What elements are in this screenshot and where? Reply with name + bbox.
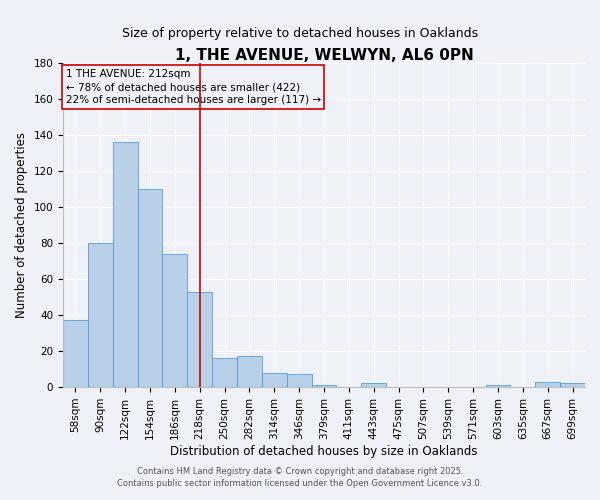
Title: 1, THE AVENUE, WELWYN, AL6 0PN: 1, THE AVENUE, WELWYN, AL6 0PN (175, 48, 473, 62)
Bar (535, 382, 560, 387)
Bar (187, 292, 212, 387)
Bar (287, 374, 311, 387)
Bar (361, 384, 386, 387)
Bar (163, 254, 187, 387)
Text: Contains HM Land Registry data © Crown copyright and database right 2025.
Contai: Contains HM Land Registry data © Crown c… (118, 466, 482, 487)
Bar (88, 243, 113, 387)
Text: 1 THE AVENUE: 212sqm
← 78% of detached houses are smaller (422)
22% of semi-deta: 1 THE AVENUE: 212sqm ← 78% of detached h… (65, 69, 321, 106)
Bar (560, 384, 585, 387)
Text: Size of property relative to detached houses in Oaklands: Size of property relative to detached ho… (122, 28, 478, 40)
Bar (63, 320, 88, 387)
X-axis label: Distribution of detached houses by size in Oaklands: Distribution of detached houses by size … (170, 444, 478, 458)
Bar (262, 372, 287, 387)
Bar (311, 386, 337, 387)
Bar (485, 386, 511, 387)
Bar (212, 358, 237, 387)
Bar (237, 356, 262, 387)
Bar (137, 188, 163, 387)
Bar (113, 142, 137, 387)
Y-axis label: Number of detached properties: Number of detached properties (15, 132, 28, 318)
